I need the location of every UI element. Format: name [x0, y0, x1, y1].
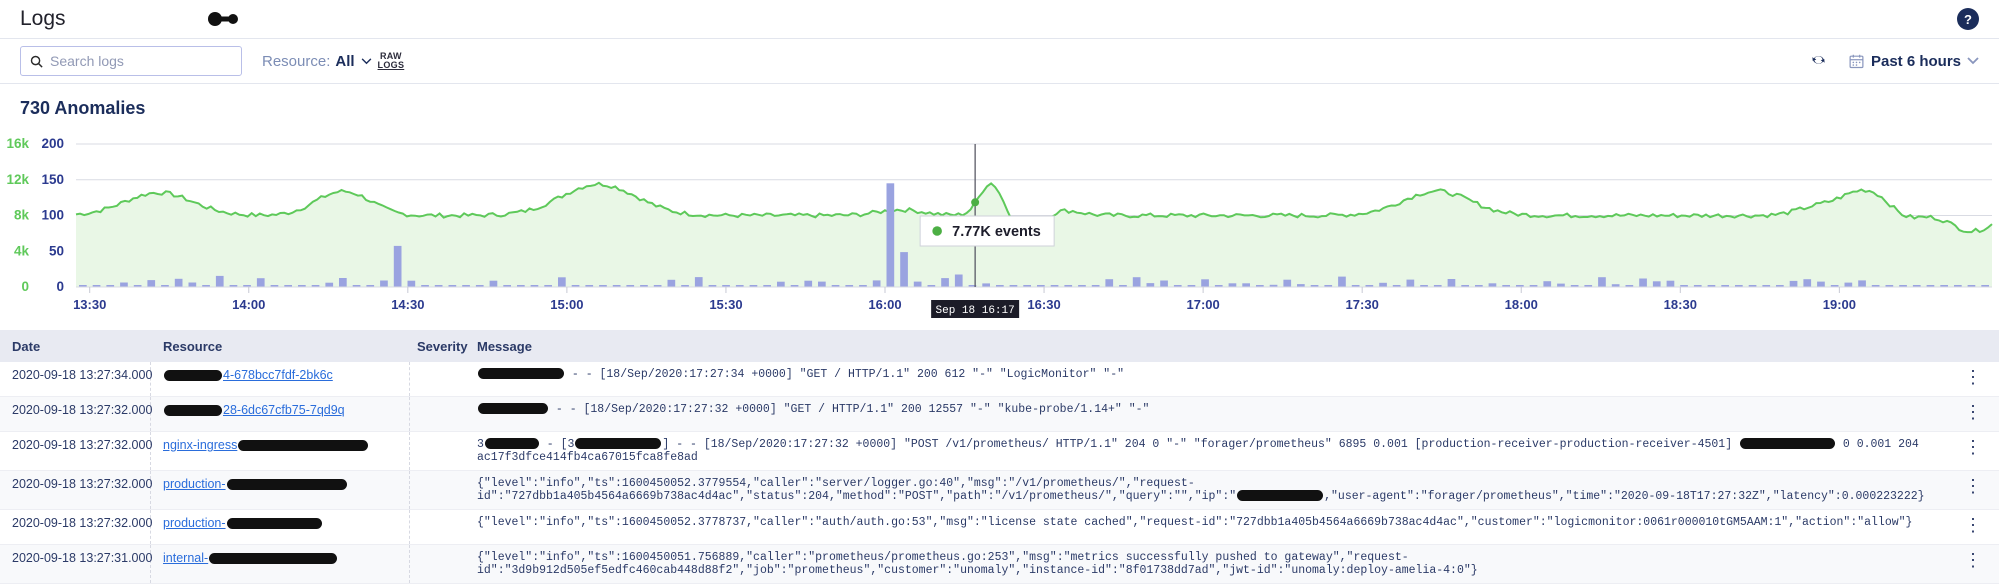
svg-text:16:00: 16:00 [868, 297, 901, 312]
svg-text:7.77K events: 7.77K events [952, 224, 1041, 240]
svg-text:12k: 12k [6, 172, 29, 187]
svg-text:15:30: 15:30 [709, 297, 742, 312]
svg-text:4k: 4k [14, 243, 30, 258]
svg-text:Sep 18 16:17: Sep 18 16:17 [936, 305, 1015, 317]
svg-text:0: 0 [21, 279, 29, 294]
svg-text:13:30: 13:30 [73, 297, 106, 312]
svg-text:18:30: 18:30 [1664, 297, 1697, 312]
svg-text:100: 100 [41, 208, 64, 223]
svg-text:16:30: 16:30 [1027, 297, 1060, 312]
svg-text:18:00: 18:00 [1505, 297, 1538, 312]
svg-text:15:00: 15:00 [550, 297, 583, 312]
svg-text:8k: 8k [14, 208, 30, 223]
svg-text:14:30: 14:30 [391, 297, 424, 312]
svg-text:17:00: 17:00 [1186, 297, 1219, 312]
svg-text:19:00: 19:00 [1823, 297, 1856, 312]
svg-text:16k: 16k [6, 136, 29, 151]
svg-text:50: 50 [49, 243, 64, 258]
svg-text:150: 150 [41, 172, 64, 187]
svg-text:17:30: 17:30 [1346, 297, 1379, 312]
svg-text:14:00: 14:00 [232, 297, 265, 312]
svg-text:200: 200 [41, 136, 64, 151]
svg-text:0: 0 [56, 279, 64, 294]
